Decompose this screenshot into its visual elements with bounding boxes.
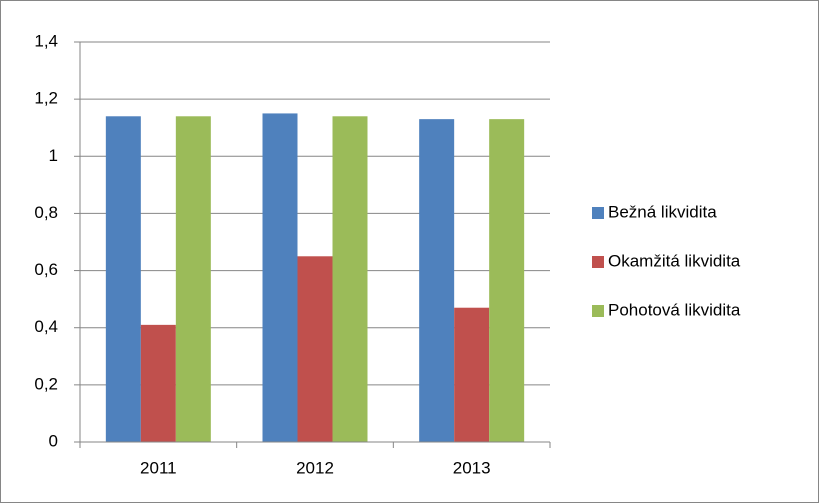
- bar: [297, 256, 333, 442]
- x-tick-label: 2012: [296, 458, 334, 477]
- y-tick-label: 1,4: [34, 31, 58, 50]
- y-tick-label: 0,2: [34, 374, 58, 393]
- legend-swatch: [592, 207, 604, 219]
- bar: [105, 116, 141, 443]
- legend-label: Okamžitá likvidita: [608, 251, 741, 270]
- y-tick-label: 0,6: [34, 260, 58, 279]
- y-tick-label: 0,8: [34, 203, 58, 222]
- y-tick-label: 1,2: [34, 89, 58, 108]
- legend-swatch: [592, 305, 604, 317]
- x-tick-label: 2013: [453, 458, 491, 477]
- y-tick-label: 1: [49, 146, 58, 165]
- bar: [175, 116, 211, 443]
- bar: [454, 307, 490, 442]
- bar: [489, 119, 525, 443]
- bar: [332, 116, 368, 443]
- y-tick-label: 0: [49, 431, 58, 450]
- legend-label: Bežná likvidita: [608, 202, 717, 221]
- bar: [140, 324, 176, 442]
- y-tick-label: 0,4: [34, 317, 58, 336]
- x-tick-label: 2011: [140, 458, 177, 477]
- bar: [419, 119, 455, 443]
- legend-label: Pohotová likvidita: [608, 300, 741, 319]
- legend-swatch: [592, 256, 604, 268]
- bar: [262, 113, 298, 442]
